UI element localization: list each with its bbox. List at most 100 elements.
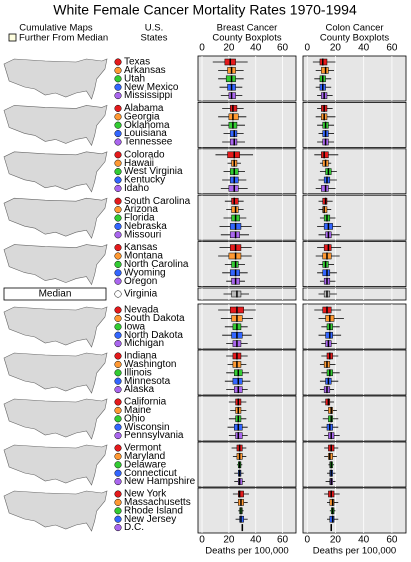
state-name: Florida [124,213,155,224]
panel [197,55,297,102]
state-dot [114,340,122,348]
state-dot [114,151,122,159]
legend-swatch [8,33,17,42]
state-dot [114,377,122,385]
state-dot [114,415,122,423]
state-name: California [124,397,167,408]
state-dot [114,138,122,146]
state-name: Wyoming [124,267,166,278]
panel [302,441,407,488]
chart-title: White Female Cancer Mortality Rates 1970… [53,2,357,18]
state-dot [114,222,122,230]
state-dot [114,252,122,260]
x-tick-label: 0 [199,535,205,546]
state-dot [114,113,122,121]
state-name: Wisconsin [124,422,170,433]
state-name: Alabama [124,103,164,114]
x-tick-label: 0 [199,43,205,54]
panel [302,487,407,534]
panel [197,487,297,534]
panel [302,303,407,350]
state-name: Illinois [124,367,152,378]
state-name: Ohio [124,413,146,424]
state-name: North Carolina [124,259,189,270]
state-dot [114,432,122,440]
state-dot [114,159,122,167]
state-name: Georgia [124,111,160,122]
state-name: Louisiana [124,128,167,139]
x-tick-label: 60 [277,43,289,54]
x-tick-label: 20 [223,535,235,546]
state-name: Connecticut [124,468,177,479]
state-dot [114,75,122,83]
state-dot [114,197,122,205]
panel [197,395,297,442]
state-dot [114,231,122,239]
state-name: Oregon [124,276,157,287]
state-dot [114,269,122,277]
state-name: Utah [124,73,145,84]
panel [302,194,407,241]
panel [302,349,407,396]
us-map [3,352,108,394]
state-dot [114,515,122,523]
state-dot [114,323,122,331]
us-map [3,151,108,193]
state-name: Arizona [124,204,158,215]
state-dot [114,452,122,460]
state-name: Nebraska [124,221,167,232]
state-name: Indiana [124,351,157,362]
state-name: Washington [124,359,176,370]
state-name: Minnesota [124,376,171,387]
panel-title: Colon Cancer [325,23,383,34]
us-map [3,444,108,486]
state-dot [114,461,122,469]
state-name: New Hampshire [124,476,196,487]
median-label: Median [39,289,72,300]
us-map [3,197,108,239]
state-name: Delaware [124,459,167,470]
state-name: South Dakota [124,313,185,324]
state-dot [114,244,122,252]
state-name: Kentucky [124,175,165,186]
state-dot [114,277,122,285]
panel [197,241,297,288]
state-name: Tennessee [124,137,173,148]
state-name: Oklahoma [124,120,170,131]
us-map [3,58,108,100]
panel-title: County Boxplots [320,33,389,44]
state-name: D.C. [124,522,144,533]
panel-title: Breast Cancer [217,23,278,34]
state-name: Maine [124,405,152,416]
x-tick-label: 40 [358,535,370,546]
state-dot [114,260,122,268]
us-map [3,490,108,532]
x-tick-label: 40 [250,43,262,54]
map-legend: Further From Median [19,33,108,44]
state-dot [114,386,122,394]
state-name: Mississippi [124,90,172,101]
map-header: Cumulative Maps [19,23,93,34]
state-name: Rhode Island [124,505,183,516]
state-dot [114,306,122,314]
state-name: West Virginia [124,166,183,177]
state-dot [114,121,122,129]
state-name: Pennsylvania [124,430,184,441]
x-tick-label: 20 [330,43,342,54]
state-dot [114,92,122,100]
state-dot [114,360,122,368]
state-dot [114,507,122,515]
state-dot [114,352,122,360]
state-name: Virginia [124,289,158,300]
state-dot [114,66,122,74]
panel [197,148,297,195]
state-dot [114,206,122,214]
state-name: New Jersey [124,514,176,525]
state-header: U.S. [145,23,163,34]
state-name: New Mexico [124,82,179,93]
state-name: Alaska [124,384,154,395]
median-box [3,287,107,301]
state-dot [114,478,122,486]
panel-title: County Boxplots [212,33,281,44]
